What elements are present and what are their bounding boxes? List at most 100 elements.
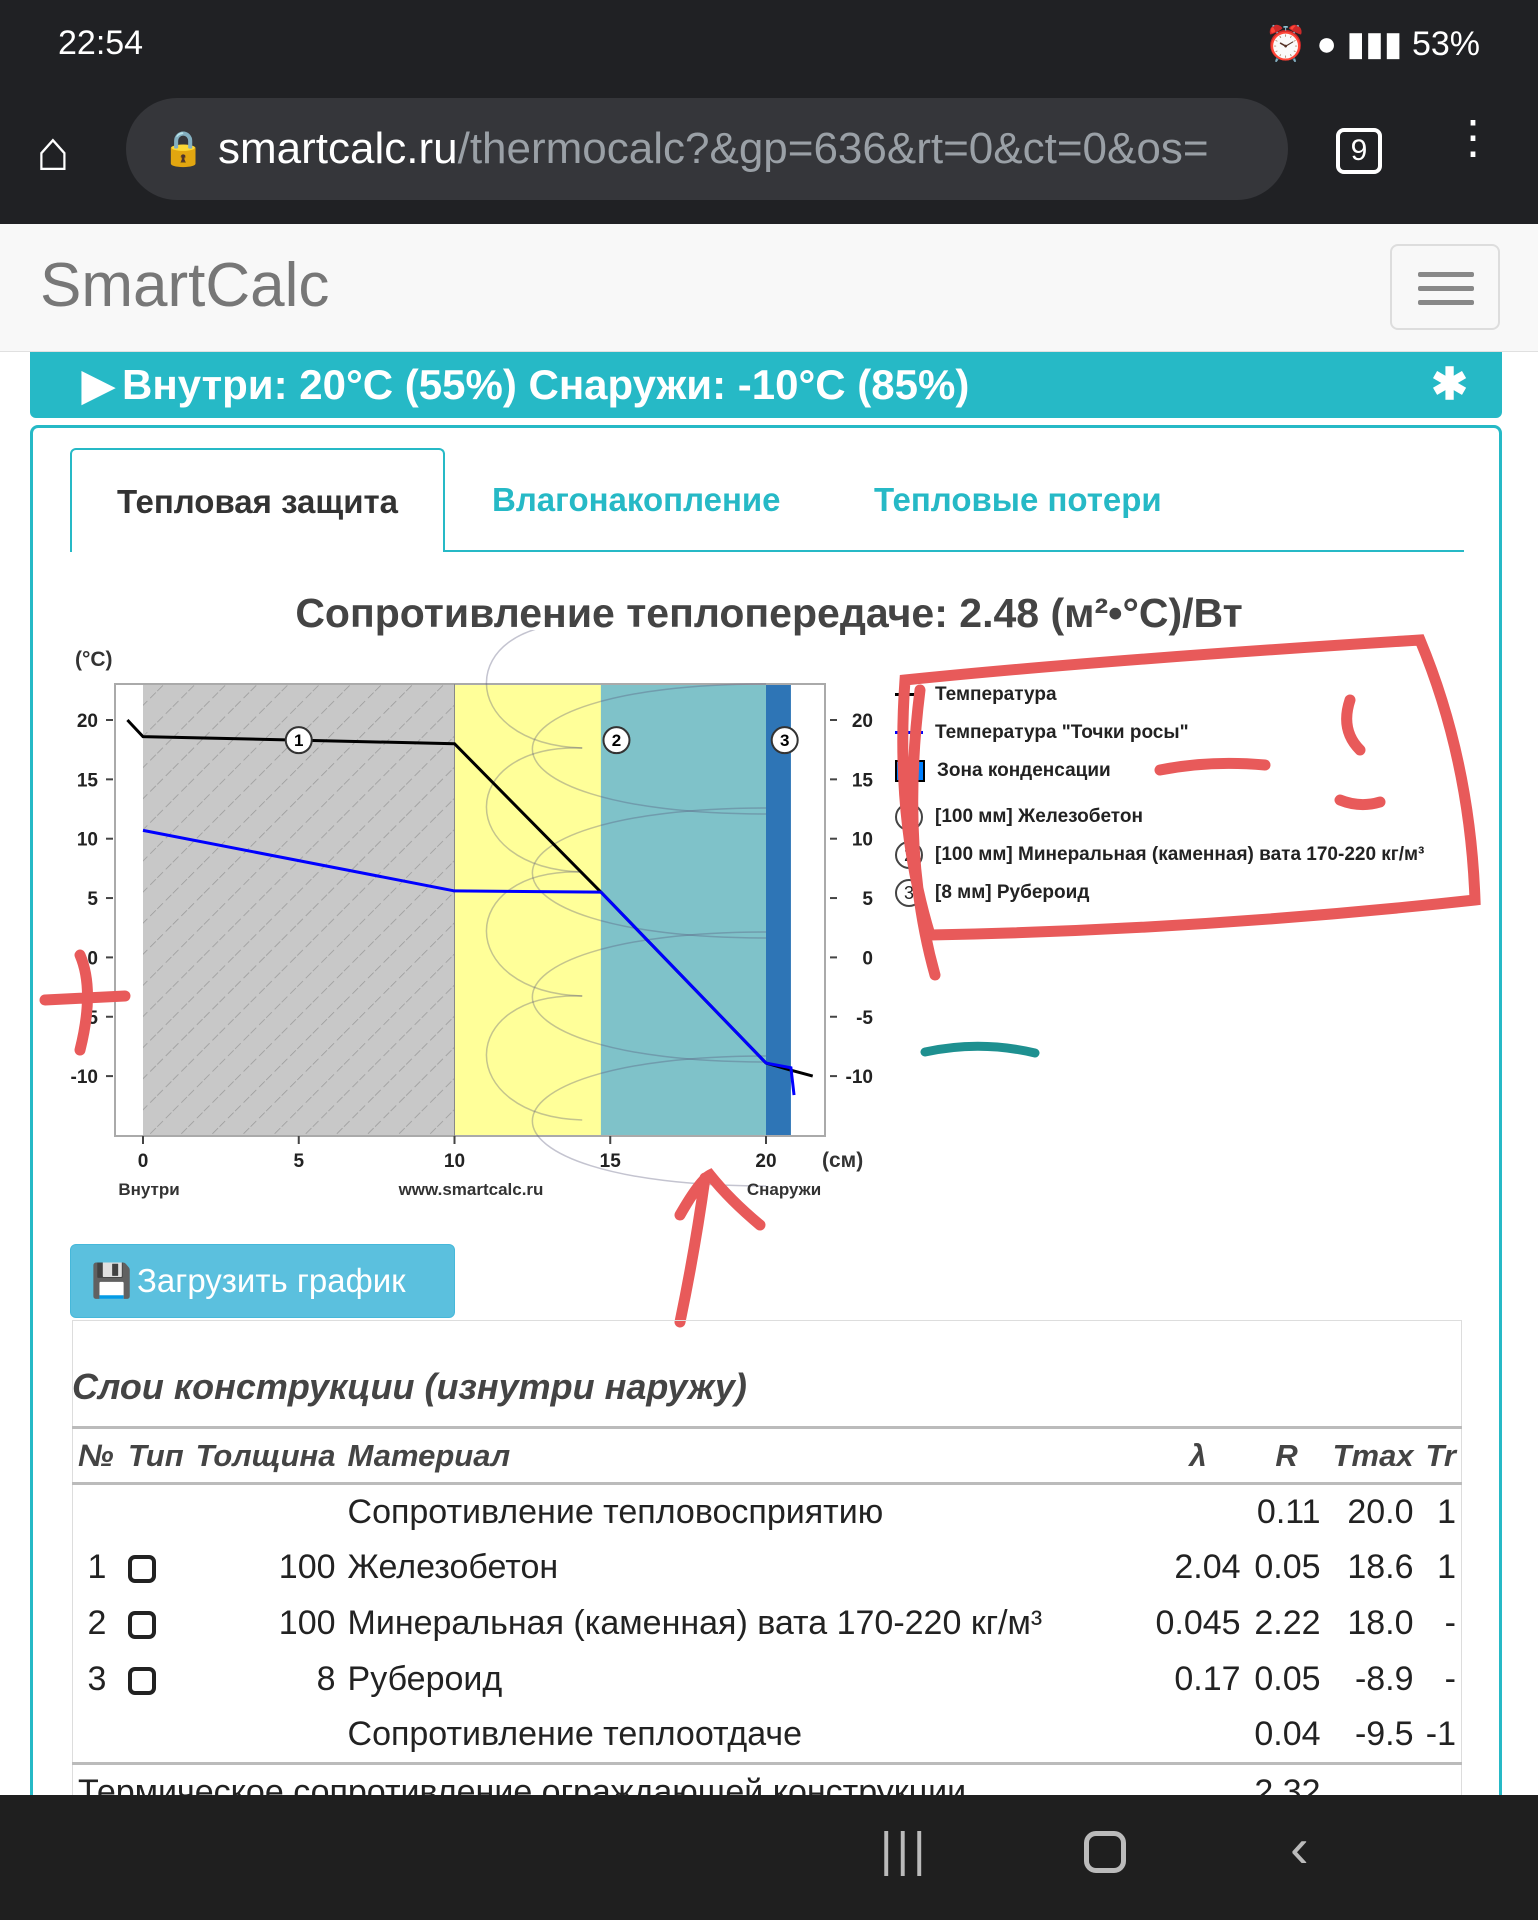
legend-layer-2: 2 [100 мм] Минеральная (каменная) вата 17…: [895, 840, 1424, 870]
cell-tmax: -8.9: [1354, 1660, 1414, 1698]
cell-mat: Сопротивление тепловосприятию: [347, 1492, 884, 1531]
column-header[interactable]: Тип: [122, 1426, 190, 1485]
layer-number: 2: [895, 840, 923, 869]
layer-marker-label: 3: [780, 731, 789, 750]
home-icon[interactable]: ⌂: [36, 119, 70, 182]
cell-type: [122, 1540, 190, 1596]
result-title: Сопротивление теплопередаче: 2.48 (м²•°С…: [295, 590, 1243, 636]
y-tick-label-right: -5: [856, 1008, 873, 1029]
cell-num: 1: [87, 1548, 107, 1586]
legend-layer-3: 3 [8 мм] Рубероид: [895, 878, 1089, 908]
caret-right-icon: ▶: [82, 361, 115, 408]
layer-3-band: [766, 685, 791, 1135]
legend-swatch: [895, 759, 925, 782]
temperature-chart: 1 2 3 20 20 15 15 10 10 5 5 0 0 -5 -5 -10 -10 0 5 10 15 20 (°C…: [71, 630, 874, 1199]
layers-section: [72, 1320, 1462, 1800]
battery-percent: 53%: [1411, 25, 1480, 63]
cell-type: [122, 1708, 190, 1764]
overlay-zone: [600, 685, 766, 1135]
y-tick-label-right: 0: [862, 948, 873, 969]
recent-apps-button[interactable]: |||: [880, 1824, 930, 1877]
wool-pattern: [531, 807, 767, 939]
hamburger-menu-button[interactable]: [1390, 244, 1500, 330]
wool-pattern: [485, 995, 583, 1121]
download-chart-button[interactable]: 💾 Загрузить график: [70, 1244, 455, 1318]
wool-pattern: [485, 630, 583, 749]
column-header[interactable]: №: [72, 1426, 122, 1485]
address-bar[interactable]: 🔒 smartcalc.ru/thermocalc?&gp=636&rt=0&c…: [126, 98, 1288, 200]
cell-tr: -: [1444, 1604, 1456, 1642]
battery-level: ⏰ ● ▮▮▮ 53%: [1264, 25, 1480, 63]
cell-lambda: [1149, 1484, 1246, 1540]
y-tick-label-left: -10: [71, 1067, 98, 1088]
x-axis-label: (см): [822, 1149, 863, 1172]
x-caption-inside: Внутри: [118, 1180, 179, 1199]
table-row: 1 100 Железобетон 2.04 0.05 18.6 1: [72, 1540, 1462, 1596]
more-menu-icon[interactable]: ⋮: [1450, 111, 1496, 163]
android-nav-bar: ||| ‹: [0, 1795, 1538, 1920]
y-tick-label-right: 20: [852, 711, 873, 732]
y-tick-label-right: -10: [846, 1067, 873, 1088]
column-header[interactable]: Tr: [1419, 1426, 1462, 1485]
legend-layer-1: 1 [100 мм] Железобетон: [895, 802, 1143, 832]
tab-underline: [70, 550, 1464, 552]
y-tick-label-left: -5: [81, 1008, 98, 1029]
concrete-hatch: [143, 685, 455, 1135]
tab-thermal-protection[interactable]: Тепловая защита: [70, 448, 445, 552]
tab-heat-loss[interactable]: Тепловые потери: [874, 481, 1162, 518]
cell-num: 2: [87, 1604, 107, 1642]
layer-type-checkbox[interactable]: [128, 1611, 156, 1640]
legend-label: Температура: [935, 684, 1057, 705]
wool-pattern: [531, 1055, 767, 1187]
cell-type: [122, 1596, 190, 1652]
cell-tmax: -9.5: [1354, 1715, 1414, 1754]
layer-type-checkbox[interactable]: [128, 1555, 156, 1584]
layer-marker: [602, 726, 631, 755]
snowflake-icon[interactable]: ✱: [1431, 360, 1468, 409]
tabs-count-button[interactable]: 9: [1336, 128, 1382, 174]
y-tick-label-left: 15: [77, 770, 99, 791]
site-header: SmartCalc: [0, 224, 1538, 352]
cell-tr: 1: [1437, 1548, 1456, 1586]
column-header[interactable]: Материал: [341, 1426, 1150, 1485]
y-tick-label-left: 5: [87, 889, 98, 910]
table-row: 2 100 Минеральная (каменная) вата 170-220 …: [72, 1596, 1462, 1652]
cell-thick: 8: [316, 1660, 336, 1698]
tab-moisture[interactable]: Влагонакопление: [492, 481, 781, 518]
cell-lambda: 0.17: [1174, 1660, 1241, 1698]
column-header[interactable]: R: [1246, 1426, 1327, 1485]
column-header[interactable]: Tmax: [1326, 1426, 1420, 1485]
column-header[interactable]: Толщина: [189, 1426, 342, 1485]
brand-logo[interactable]: SmartCalc: [40, 251, 330, 320]
wool-pattern: [485, 747, 583, 873]
column-header[interactable]: λ: [1149, 1426, 1247, 1485]
layer-type-checkbox[interactable]: [128, 1667, 156, 1696]
y-tick-label-left: 10: [77, 830, 98, 851]
back-button[interactable]: ‹: [1290, 1816, 1309, 1879]
x-caption-site: www.smartcalc.ru: [398, 1180, 544, 1199]
y-tick-label-right: 15: [852, 770, 874, 791]
cell-thick: 100: [278, 1604, 336, 1642]
cell-tmax: 20.0: [1347, 1492, 1414, 1531]
layer-marker: [284, 726, 313, 755]
cell-mat: Сопротивление теплоотдаче: [347, 1715, 803, 1754]
wool-pattern: [531, 683, 767, 815]
download-chart-label: Загрузить график: [137, 1262, 406, 1299]
cell-mat: Рубероид: [347, 1660, 503, 1698]
cell-tr: 1: [1437, 1492, 1456, 1531]
conditions-bar[interactable]: ▶ Внутри: 20°C (55%) Снаружи: -10°C (85%…: [30, 352, 1502, 418]
cell-num: 3: [87, 1660, 107, 1698]
x-caption-outside: Снаружи: [747, 1180, 821, 1199]
layer-marker-label: 2: [612, 731, 621, 750]
layer-number: 1: [895, 802, 923, 831]
layer-number: 3: [895, 878, 923, 907]
clock: 22:54: [58, 24, 144, 62]
table-row: Сопротивление теплоотдаче 0.04 -9.5 -1: [72, 1708, 1462, 1764]
url-host: smartcalc.ru: [218, 124, 458, 173]
legend-label: [100 мм] Минеральная (каменная) вата 170…: [935, 844, 1425, 865]
cell-r: 0.11: [1256, 1492, 1321, 1531]
y-tick-label-right: 5: [862, 889, 873, 910]
home-button[interactable]: [1084, 1831, 1126, 1873]
y-tick-label-left: 20: [77, 711, 98, 732]
cell-r: 2.22: [1254, 1604, 1321, 1642]
